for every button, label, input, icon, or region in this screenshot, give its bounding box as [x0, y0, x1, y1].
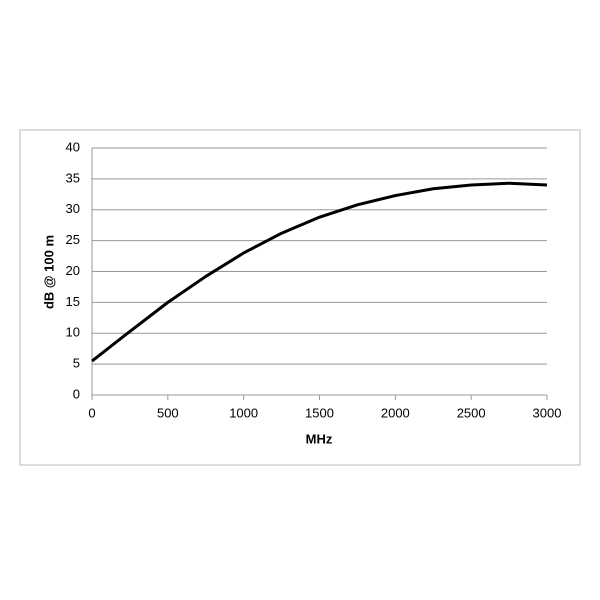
y-tick-label: 0: [73, 386, 80, 401]
x-tick-label: 1000: [229, 405, 258, 420]
y-tick-label: 25: [66, 232, 80, 247]
y-tick-label: 35: [66, 170, 80, 185]
y-tick-label: 20: [66, 263, 80, 278]
x-tick-label: 2500: [457, 405, 486, 420]
chart-frame: [19, 129, 581, 466]
y-tick-label: 40: [66, 139, 80, 154]
y-tick-label: 30: [66, 201, 80, 216]
x-tick-label: 500: [157, 405, 179, 420]
x-tick-label: 1500: [305, 405, 334, 420]
y-tick-label: 5: [73, 356, 80, 371]
x-tick-label: 3000: [533, 405, 562, 420]
x-axis-title: MHz: [306, 431, 333, 446]
data-line: [91, 181, 548, 363]
y-tick-label: 10: [66, 325, 80, 340]
x-tick-label: 2000: [381, 405, 410, 420]
y-tick-label: 15: [66, 294, 80, 309]
x-tick-label: 0: [88, 405, 95, 420]
y-axis-title: dB @ 100 m: [41, 235, 56, 309]
